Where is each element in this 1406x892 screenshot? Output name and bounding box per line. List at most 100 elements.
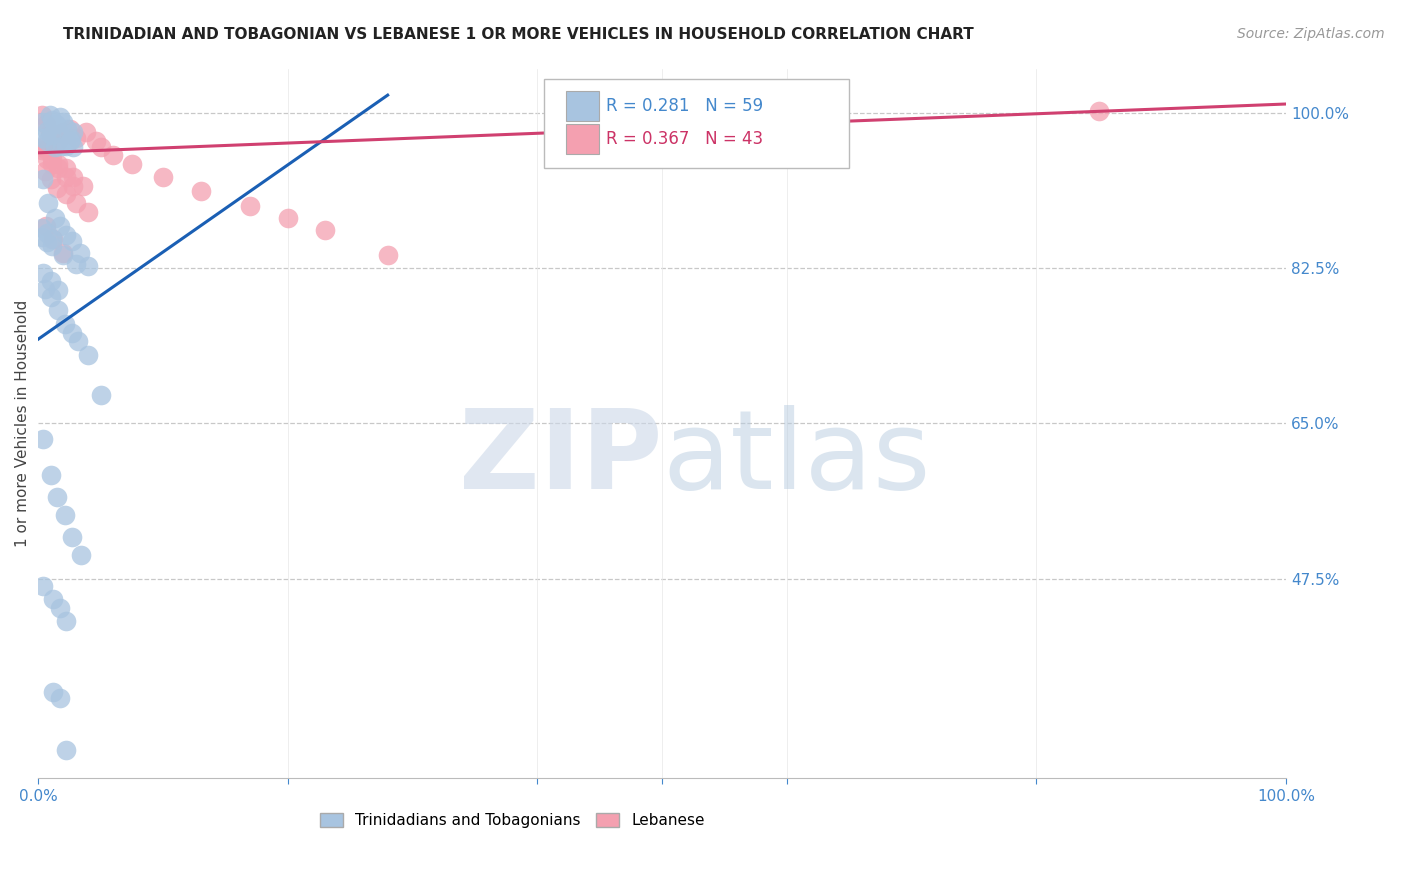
Point: [35, 152, 58, 166]
Point: [31, 139, 53, 153]
FancyBboxPatch shape: [567, 91, 599, 121]
Point: [239, 199, 262, 213]
Point: [44, 139, 66, 153]
Point: [62, 169, 84, 184]
Point: [35, 143, 58, 157]
Point: [62, 178, 84, 193]
Point: [42, 685, 65, 699]
Point: [41, 157, 63, 171]
Point: [60, 234, 83, 248]
Point: [77, 205, 100, 219]
Point: [55, 743, 77, 757]
Point: [52, 248, 75, 262]
Point: [39, 172, 62, 186]
Point: [77, 348, 100, 362]
Point: [34, 281, 56, 295]
Text: R = 0.367   N = 43: R = 0.367 N = 43: [606, 129, 763, 148]
Point: [121, 157, 143, 171]
Point: [35, 235, 58, 249]
Text: TRINIDADIAN AND TOBAGONIAN VS LEBANESE 1 OR MORE VEHICLES IN HOUSEHOLD CORRELATI: TRINIDADIAN AND TOBAGONIAN VS LEBANESE 1…: [63, 27, 974, 42]
Point: [65, 130, 87, 145]
Point: [52, 125, 75, 139]
Point: [51, 138, 73, 153]
Point: [32, 266, 55, 280]
Point: [55, 169, 77, 184]
Point: [46, 490, 69, 504]
Point: [41, 232, 63, 246]
Point: [46, 157, 69, 171]
Point: [58, 121, 80, 136]
Point: [35, 226, 58, 240]
Point: [32, 433, 55, 447]
Point: [103, 148, 125, 162]
Point: [32, 172, 55, 186]
Point: [377, 248, 399, 262]
Point: [55, 228, 77, 243]
Point: [32, 114, 55, 128]
Point: [31, 230, 53, 244]
Point: [48, 219, 70, 234]
Point: [314, 223, 336, 237]
Point: [72, 178, 94, 193]
Point: [55, 187, 77, 202]
Point: [46, 161, 69, 175]
Point: [84, 134, 107, 148]
Point: [46, 283, 69, 297]
Point: [37, 196, 59, 211]
Point: [44, 211, 66, 225]
Point: [90, 139, 112, 153]
Y-axis label: 1 or more Vehicles in Household: 1 or more Vehicles in Household: [15, 300, 30, 547]
Point: [60, 326, 83, 340]
Point: [48, 691, 70, 706]
Point: [46, 125, 69, 139]
Point: [190, 184, 212, 198]
Point: [46, 181, 69, 195]
Point: [38, 108, 60, 122]
Point: [39, 290, 62, 304]
Text: R = 0.281   N = 59: R = 0.281 N = 59: [606, 97, 763, 115]
Point: [58, 134, 80, 148]
Point: [31, 143, 53, 157]
Point: [46, 302, 69, 317]
Point: [69, 246, 91, 260]
Point: [277, 211, 299, 225]
Point: [1088, 104, 1111, 119]
Text: ZIP: ZIP: [458, 405, 662, 512]
Text: Source: ZipAtlas.com: Source: ZipAtlas.com: [1237, 27, 1385, 41]
Point: [56, 121, 79, 136]
Point: [69, 548, 91, 562]
Legend: Trinidadians and Tobagonians, Lebanese: Trinidadians and Tobagonians, Lebanese: [314, 807, 711, 834]
Point: [35, 134, 58, 148]
Point: [38, 125, 60, 139]
Point: [52, 114, 75, 128]
Text: atlas: atlas: [662, 405, 931, 512]
Point: [48, 600, 70, 615]
Point: [62, 139, 84, 153]
Point: [32, 130, 55, 145]
Point: [41, 152, 63, 166]
Point: [53, 317, 76, 331]
Point: [65, 196, 87, 211]
Point: [35, 219, 58, 234]
Point: [65, 257, 87, 271]
Point: [55, 161, 77, 175]
Point: [31, 108, 53, 122]
Point: [53, 508, 76, 522]
Point: [48, 111, 70, 125]
Point: [35, 123, 58, 137]
FancyBboxPatch shape: [544, 79, 849, 168]
Point: [31, 221, 53, 235]
FancyBboxPatch shape: [567, 124, 599, 153]
Point: [39, 128, 62, 142]
Point: [34, 163, 56, 178]
Point: [75, 125, 97, 139]
Point: [39, 467, 62, 482]
Point: [62, 125, 84, 139]
Point: [35, 116, 58, 130]
Point: [42, 130, 65, 145]
Point: [46, 134, 69, 148]
Point: [41, 239, 63, 253]
Point: [55, 614, 77, 628]
Point: [45, 117, 67, 131]
Point: [41, 112, 63, 127]
